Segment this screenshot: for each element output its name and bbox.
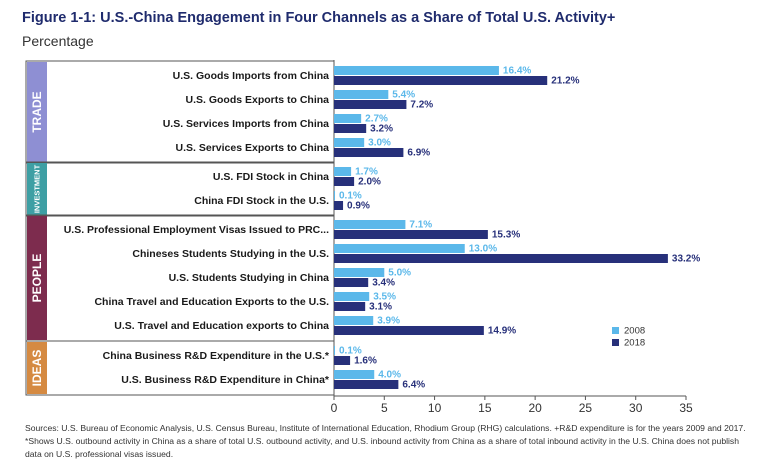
x-tick-label: 10	[428, 401, 442, 415]
legend-swatch-2018	[612, 339, 619, 346]
bar-2018	[334, 201, 344, 210]
bar-2018	[334, 356, 351, 365]
bar-2018	[334, 148, 404, 157]
data-label-2018: 3.1%	[369, 302, 392, 313]
data-label-2018: 2.0%	[358, 177, 381, 188]
x-tick-label: 25	[579, 401, 593, 415]
bar-2008	[334, 66, 499, 75]
group-strip-ideas	[27, 342, 47, 394]
x-tick-label: 0	[331, 401, 338, 415]
data-label-2008: 5.4%	[392, 90, 415, 101]
data-label-2008: 7.1%	[409, 220, 432, 231]
bar-2008	[334, 90, 389, 99]
data-label-2008: 16.4%	[503, 66, 531, 77]
bar-chart: TRADE INVESTMENT PEOPLE IDEAS U.S. Goods Imp…	[25, 60, 700, 415]
data-label-2008: 5.0%	[388, 268, 411, 279]
data-label-2008: 1.7%	[355, 167, 378, 178]
data-label-2018: 21.2%	[551, 76, 579, 87]
bar-2018	[334, 177, 355, 186]
category-label: Chineses Students Studying in the U.S.	[132, 248, 329, 260]
data-label-2018: 1.6%	[354, 356, 377, 367]
bar-2008	[334, 268, 385, 277]
data-label-2018: 7.2%	[410, 100, 433, 111]
category-label: U.S. Goods Imports from China	[173, 70, 330, 82]
bar-2018	[334, 254, 668, 263]
data-label-2018: 33.2%	[672, 254, 700, 265]
bar-2008	[334, 370, 375, 379]
data-label-2018: 6.4%	[402, 380, 425, 391]
data-label-2018: 0.9%	[347, 201, 370, 212]
group-strip-trade	[27, 62, 47, 162]
data-label-2018: 15.3%	[492, 230, 520, 241]
category-label: China Travel and Education Exports to th…	[94, 296, 329, 308]
data-label-2018: 14.9%	[488, 326, 516, 337]
legend-label-2008: 2008	[624, 326, 645, 337]
data-label-2008: 13.0%	[469, 244, 497, 255]
group-label-investment: INVESTMENT	[33, 164, 42, 213]
bar-2018	[334, 100, 407, 109]
data-label-2018: 3.2%	[370, 124, 393, 135]
data-label-2008: 0.1%	[339, 346, 362, 357]
legend-label-2018: 2018	[624, 338, 645, 349]
bar-2018	[334, 230, 488, 239]
category-label: U.S. Services Imports from China	[163, 118, 329, 130]
bar-2008	[334, 191, 336, 200]
data-label-2008: 0.1%	[339, 191, 362, 202]
category-label: U.S. Students Studying in China	[169, 272, 330, 284]
data-label-2008: 3.9%	[377, 316, 400, 327]
data-label-2018: 6.9%	[407, 148, 430, 159]
group-label-ideas: IDEAS	[30, 350, 44, 387]
group-label-people: PEOPLE	[30, 254, 44, 303]
x-tick-label: 35	[679, 401, 693, 415]
data-label-2008: 2.7%	[365, 114, 388, 125]
chart-title: Figure 1-1: U.S.-China Engagement in Fou…	[22, 10, 616, 26]
category-label: U.S. Travel and Education exports to Chi…	[114, 320, 329, 332]
group-strip-investment	[27, 163, 47, 215]
bar-2008	[334, 346, 336, 355]
category-label: U.S. FDI Stock in China	[213, 171, 329, 183]
x-tick-label: 30	[629, 401, 643, 415]
legend-swatch-2008	[612, 327, 619, 334]
bar-2008	[334, 138, 365, 147]
x-tick-label: 20	[528, 401, 542, 415]
bar-2008	[334, 220, 406, 229]
data-label-2008: 4.0%	[378, 370, 401, 381]
bar-2018	[334, 326, 484, 335]
x-tick-label: 5	[381, 401, 388, 415]
bar-2008	[334, 292, 370, 301]
group-strip-people	[27, 216, 47, 340]
chart-subtitle: Percentage	[22, 33, 94, 49]
bar-2018	[334, 124, 367, 133]
x-tick-label: 15	[478, 401, 492, 415]
bar-2018	[334, 302, 366, 311]
bar-2008	[334, 244, 465, 253]
sources-note: Sources: U.S. Bureau of Economic Analysi…	[25, 423, 746, 459]
bar-2018	[334, 380, 399, 389]
data-label-2018: 3.4%	[372, 278, 395, 289]
bar-2018	[334, 278, 369, 287]
data-label-2008: 3.0%	[368, 138, 391, 149]
bar-2008	[334, 167, 352, 176]
category-label: U.S. Professional Employment Visas Issue…	[64, 224, 329, 236]
category-label: U.S. Goods Exports to China	[185, 94, 329, 106]
category-label: U.S. Services Exports to China	[176, 142, 330, 154]
bar-2018	[334, 76, 548, 85]
data-label-2008: 3.5%	[373, 292, 396, 303]
category-label: China FDI Stock in the U.S.	[194, 195, 329, 207]
bar-2008	[334, 114, 362, 123]
category-label: U.S. Business R&D Expenditure in China*	[121, 374, 330, 386]
bar-2008	[334, 316, 374, 325]
group-label-trade: TRADE	[30, 91, 44, 132]
category-label: China Business R&D Expenditure in the U.…	[103, 350, 330, 362]
